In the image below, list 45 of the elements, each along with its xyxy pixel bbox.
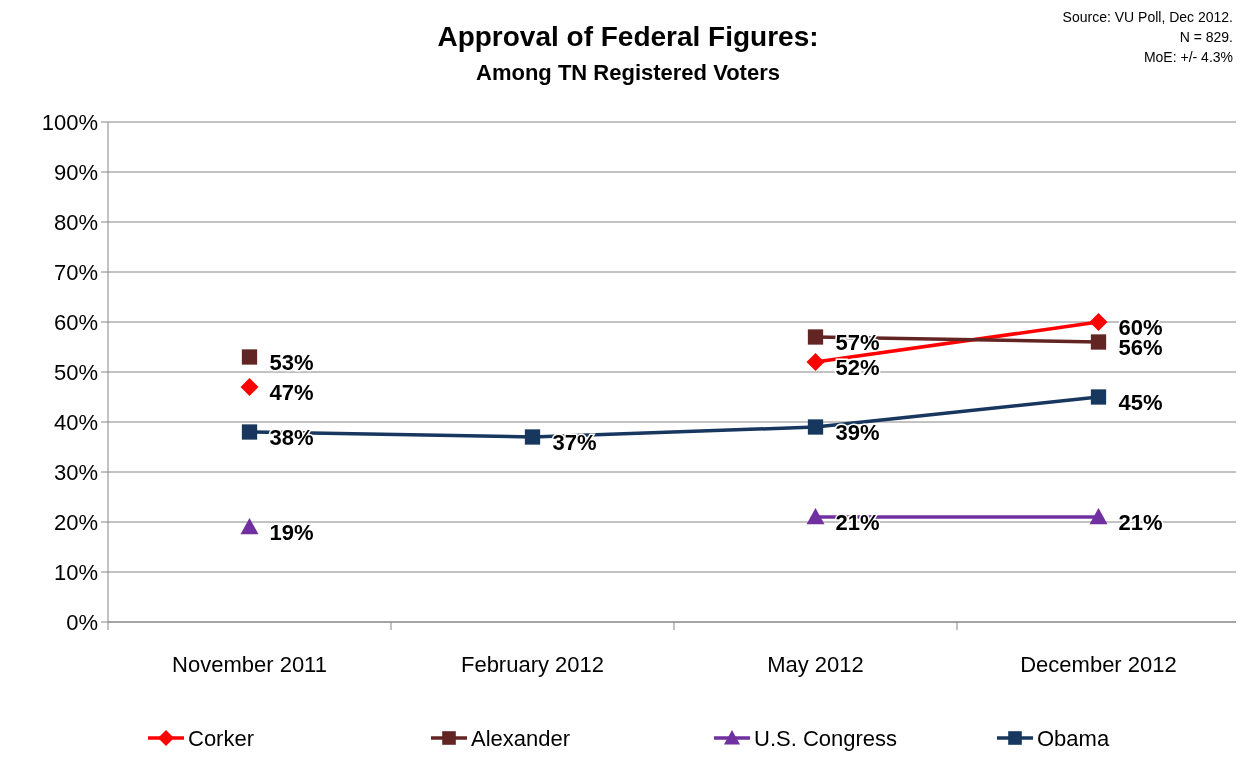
text: N = 829. [1179, 29, 1233, 45]
y-tick-label: 80% [53, 209, 98, 235]
point [1089, 508, 1108, 525]
point [524, 429, 541, 445]
point [241, 349, 258, 365]
point [241, 424, 258, 440]
y-tick-label: 50% [53, 359, 98, 385]
y-tick-label: 70% [53, 259, 98, 285]
x-tick-label: May 2012 [767, 652, 864, 677]
y-tick-label: 90% [53, 159, 98, 185]
point [240, 378, 259, 396]
data-label: 47% [269, 380, 314, 405]
point [1090, 389, 1107, 405]
point [240, 518, 259, 535]
point [807, 419, 824, 435]
text: MoE: +/- 4.3% [1143, 49, 1233, 65]
point [806, 353, 825, 371]
data-label: 52% [835, 355, 880, 380]
legend-label: Obama [1037, 726, 1110, 751]
source-note: Source: VU Poll, Dec 2012. [1062, 9, 1233, 25]
x-tick-label: February 2012 [460, 652, 605, 677]
data-label: 39% [835, 420, 880, 445]
y-tick-label: 30% [53, 459, 98, 485]
data-label: 19% [269, 520, 314, 545]
y-tick-label: 40% [53, 409, 98, 435]
legend-label: Corker [188, 726, 255, 751]
point [1090, 334, 1107, 350]
point [1089, 313, 1108, 331]
x-tick-label: December 2012 [1020, 652, 1177, 677]
data-label: 21% [1118, 510, 1163, 535]
y-tick-label: 100% [41, 109, 98, 135]
chart-title: Approval of Federal Figures: [437, 21, 819, 52]
x-tick-label: November 2011 [172, 652, 327, 677]
y-tick-label: 10% [53, 559, 98, 585]
legend-label: U.S. Congress [754, 726, 898, 751]
y-tick-label: 0% [66, 609, 98, 635]
legend-label: Alexander [471, 726, 571, 751]
point [807, 329, 824, 345]
data-label: 37% [552, 430, 597, 455]
y-tick-label: 20% [53, 509, 98, 535]
y-tick-label: 60% [53, 309, 98, 335]
data-label: 53% [269, 350, 314, 375]
point [806, 508, 825, 525]
data-label: 45% [1118, 390, 1163, 415]
chart-subtitle: Among TN Registered Voters [476, 60, 780, 85]
